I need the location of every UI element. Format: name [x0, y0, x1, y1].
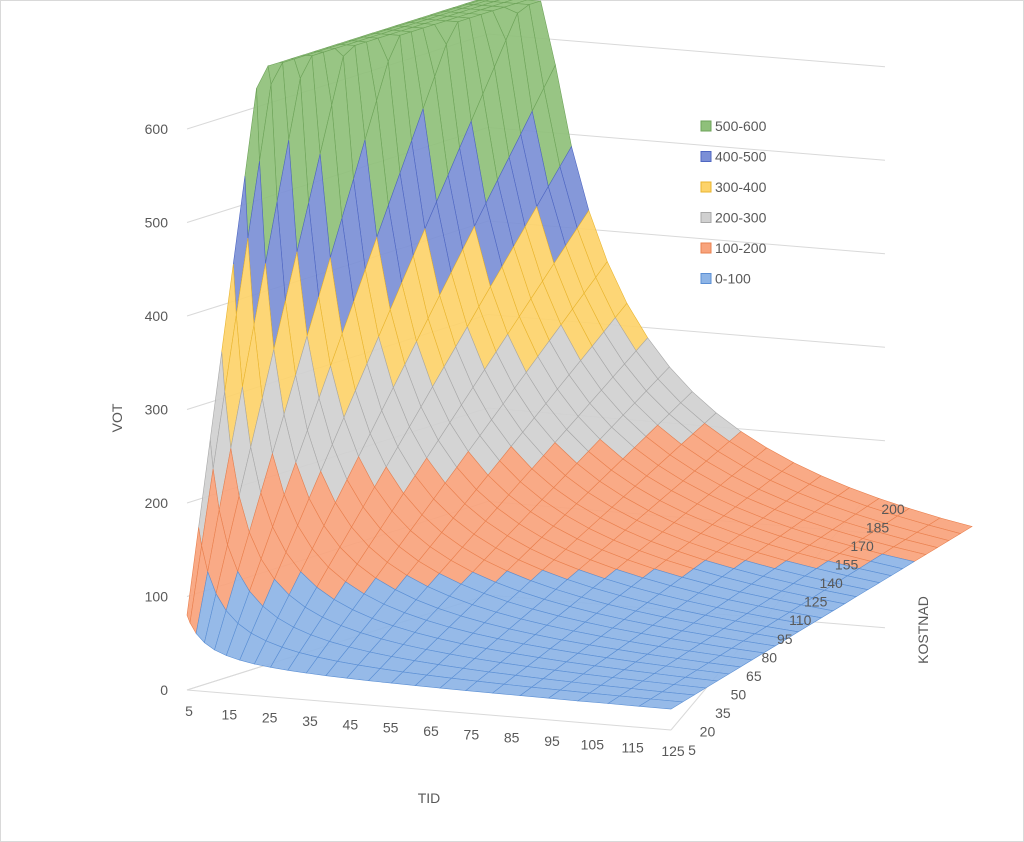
kostnad-axis-title: KOSTNAD — [915, 596, 931, 664]
legend: 500-600 400-500 300-400 200-300 100-200 0-100 — [700, 118, 767, 287]
surface-plot — [186, 0, 973, 710]
vot-axis-ticks: 0 100 200 300 400 500 600 — [145, 121, 169, 698]
tid-tick-label: 5 — [185, 703, 193, 719]
kostnad-tick-label: 155 — [835, 557, 859, 573]
kostnad-tick-label: 110 — [789, 612, 812, 628]
tid-tick-label: 55 — [383, 720, 399, 736]
tid-axis-ticks: 5 15 25 35 45 55 65 75 85 95 105 115 125 — [185, 703, 685, 759]
tid-tick-label: 105 — [581, 736, 605, 752]
tid-tick-label: 75 — [464, 726, 480, 742]
kostnad-tick-label: 5 — [688, 742, 696, 758]
legend-label: 400-500 — [715, 149, 767, 165]
kostnad-tick-label: 185 — [866, 520, 890, 536]
vot-axis-title: VOT — [109, 403, 125, 432]
legend-label: 0-100 — [715, 271, 751, 287]
vot-tick-label: 0 — [160, 682, 168, 698]
legend-swatch — [700, 181, 712, 193]
tid-tick-label: 115 — [622, 740, 645, 756]
legend-label: 300-400 — [715, 179, 767, 195]
kostnad-tick-label: 200 — [881, 501, 905, 517]
tid-tick-label: 15 — [222, 706, 238, 722]
tid-tick-label: 95 — [544, 733, 560, 749]
kostnad-tick-label: 35 — [715, 705, 731, 721]
kostnad-tick-label: 50 — [731, 686, 747, 702]
legend-swatch — [700, 120, 712, 132]
kostnad-tick-label: 170 — [850, 538, 874, 554]
kostnad-tick-label: 125 — [804, 594, 828, 610]
legend-swatch — [700, 273, 712, 284]
vot-tick-label: 100 — [145, 589, 169, 605]
surface-cell — [638, 698, 684, 710]
tid-tick-label: 125 — [661, 743, 685, 759]
legend-swatch — [700, 242, 712, 254]
kostnad-tick-label: 80 — [762, 649, 778, 665]
kostnad-tick-label: 95 — [777, 631, 793, 647]
vot-tick-label: 600 — [145, 121, 169, 137]
tid-tick-label: 85 — [504, 730, 520, 746]
vot-tick-label: 300 — [145, 402, 169, 418]
tid-tick-label: 35 — [302, 713, 318, 729]
kostnad-tick-label: 140 — [819, 575, 843, 591]
tid-tick-label: 25 — [262, 710, 278, 726]
vot-tick-label: 400 — [145, 308, 169, 324]
kostnad-tick-label: 65 — [746, 668, 762, 684]
tid-tick-label: 45 — [343, 716, 359, 732]
tid-axis-title: TID — [418, 790, 441, 806]
legend-label: 200-300 — [715, 210, 767, 226]
gridline — [487, 33, 886, 68]
vot-tick-label: 200 — [145, 495, 169, 511]
legend-swatch — [700, 212, 712, 223]
legend-label: 500-600 — [715, 118, 767, 134]
vot-tick-label: 500 — [145, 215, 169, 231]
legend-label: 100-200 — [715, 240, 767, 256]
kostnad-tick-label: 20 — [700, 723, 716, 739]
legend-swatch — [700, 151, 712, 162]
tid-tick-label: 65 — [423, 723, 439, 739]
